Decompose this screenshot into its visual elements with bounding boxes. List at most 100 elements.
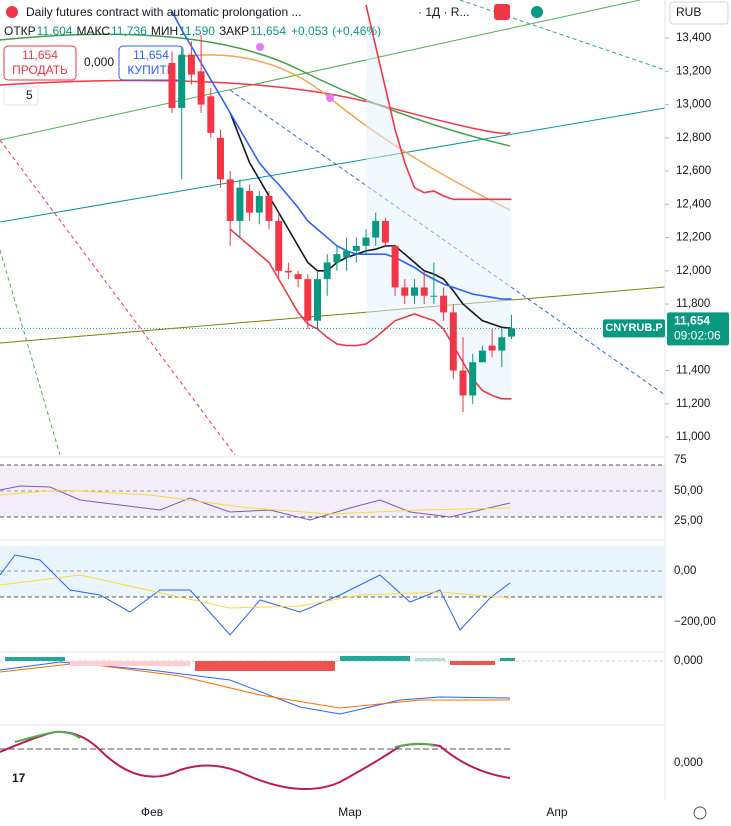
candle [343, 237, 351, 271]
ohlc-item: (+0,46%) [332, 24, 381, 38]
currency: RUB [676, 5, 701, 19]
flag[interactable] [494, 4, 510, 20]
indicators-count: 5 [26, 88, 33, 102]
settings-icon[interactable] [693, 806, 707, 820]
candle [265, 191, 273, 230]
candle [294, 270, 302, 288]
candle-body [411, 287, 418, 296]
candle-body [187, 54, 195, 75]
candle [178, 46, 186, 180]
candle-body [420, 287, 428, 296]
price-tag [667, 312, 729, 346]
candle [478, 345, 486, 363]
trend-line [229, 89, 666, 396]
candle-body [284, 270, 292, 273]
candle-body [459, 370, 467, 396]
candle-body [469, 362, 477, 396]
cci-tick: −200,00 [674, 616, 716, 628]
indicator-line [171, 11, 512, 300]
cci-tick: 0,00 [674, 565, 696, 577]
candle-body [372, 220, 380, 238]
ohlc-item: МИН [151, 24, 178, 38]
candle-body [488, 345, 496, 351]
ohlc-item: ОТКР [4, 24, 36, 38]
candle-body [323, 262, 331, 280]
interval: · 1Д · R... [418, 5, 469, 19]
candle-body [255, 195, 263, 213]
candle [411, 279, 418, 305]
trend-line [0, 249, 61, 456]
y-tick-label: 11,200 [676, 398, 710, 410]
candle [372, 212, 380, 246]
rsi-tick: 25,00 [674, 515, 703, 527]
sell-button[interactable] [3, 45, 77, 81]
date-label: Фев [141, 805, 163, 819]
candle [207, 87, 215, 138]
y-tick-label: 11,000 [676, 431, 710, 443]
date-label: Мар [338, 805, 362, 819]
symbol-label: CNYRUB.P [605, 322, 662, 334]
buy-price: 11,654 [133, 48, 169, 62]
candle-body [236, 187, 244, 221]
candle-body [362, 237, 370, 246]
candle [187, 41, 195, 85]
candle [469, 353, 477, 404]
sell-label: ПРОДАТЬ [12, 63, 68, 77]
candle [284, 262, 292, 280]
candle [226, 171, 234, 246]
candle [333, 245, 341, 271]
candle-body [294, 274, 302, 280]
candle [381, 217, 389, 246]
candle-body [275, 220, 283, 271]
y-tick-label: 12,600 [676, 165, 711, 177]
candle-body [197, 71, 205, 105]
cci-line [0, 554, 511, 636]
y-tick-label: 12,000 [676, 265, 711, 277]
ohlc-item: 11,736 [111, 24, 147, 38]
ma-line [0, 33, 511, 147]
ohlc-item: +0,053 [291, 24, 328, 38]
y-tick-label: 11,800 [676, 298, 710, 310]
candle-body [168, 63, 176, 108]
candle-body [314, 279, 321, 321]
candle-body [226, 179, 234, 221]
currency-box[interactable] [669, 1, 729, 25]
indicator-line [229, 228, 512, 400]
y-tick-label: 13,400 [676, 32, 711, 44]
candle [246, 184, 254, 221]
candle-body [207, 96, 215, 133]
logo: 17 [12, 771, 26, 785]
spread: 0,000 [84, 55, 114, 69]
ohlc-item: ЗАКР [219, 24, 249, 38]
candle [362, 229, 370, 255]
candle [275, 212, 283, 280]
candle-body [498, 337, 506, 351]
y-tick-label: 12,200 [676, 232, 711, 244]
rsi-tick: 50,00 [674, 485, 703, 497]
ohlc-item: 11,590 [179, 24, 215, 38]
y-tick-label: 12,400 [676, 198, 711, 210]
candle [352, 237, 360, 263]
candle [430, 262, 438, 305]
osc-line-up [14, 730, 436, 748]
candle [440, 287, 448, 321]
y-tick-label: 12,800 [676, 132, 711, 144]
candle [449, 304, 457, 379]
ohlc-item: МАКС [76, 24, 110, 38]
candle [255, 191, 263, 225]
candle-body [449, 312, 457, 371]
countdown: 09:02:06 [674, 328, 721, 342]
candle [323, 254, 331, 296]
candle-body [217, 137, 224, 180]
marker [256, 43, 264, 51]
macd-histogram [5, 656, 515, 671]
date-label: Апр [546, 805, 568, 819]
candle [391, 245, 399, 296]
candle [488, 328, 496, 358]
indicators-toggle[interactable] [3, 86, 39, 106]
candle [197, 34, 205, 113]
cci-ma [0, 574, 511, 609]
y-tick-label: 13,200 [676, 65, 711, 77]
